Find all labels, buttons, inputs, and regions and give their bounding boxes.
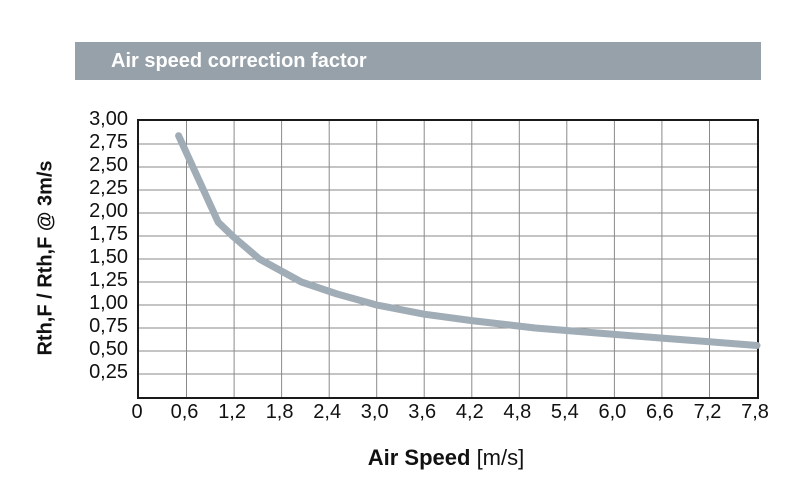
- y-tick-label: 0,50: [89, 337, 128, 360]
- x-axis-title-unit: [m/s]: [470, 445, 525, 470]
- x-tick-label: 5,4: [550, 401, 579, 423]
- x-tick-label: 4,2: [455, 401, 484, 423]
- y-axis-title: Rth,F / Rth,F @ 3m/s: [34, 160, 57, 356]
- x-tick-label: 6,0: [598, 401, 627, 423]
- x-tick-label: 6,6: [645, 401, 674, 423]
- x-tick-label: 1,8: [265, 401, 294, 423]
- y-tick-label: 2,75: [89, 130, 128, 153]
- x-tick-label: 0,6: [170, 401, 199, 423]
- x-tick-label: 2,4: [313, 401, 342, 423]
- y-tick-label: 1,00: [89, 291, 128, 314]
- x-tick-label: 3,6: [408, 401, 437, 423]
- x-tick-label: 4,8: [503, 401, 532, 423]
- x-tick-label: 3,0: [360, 401, 389, 423]
- y-tick-label: 0,75: [89, 314, 128, 337]
- section-header: Air speed correction factor: [75, 42, 761, 80]
- y-tick-label: 2,25: [89, 176, 128, 199]
- y-tick-label: 1,75: [89, 222, 128, 245]
- chart-canvas: [139, 121, 761, 397]
- x-axis-title-name: Air Speed: [367, 445, 471, 470]
- y-tick-label: 1,25: [89, 268, 128, 291]
- y-tick-label: 0,25: [89, 360, 128, 383]
- x-tick-label: 0: [131, 401, 143, 423]
- x-axis-title: Air Speed [m/s]: [137, 445, 755, 471]
- x-tick-label: 7,8: [741, 401, 769, 423]
- plot-area: [137, 119, 761, 399]
- x-tick-label: 1,2: [218, 401, 246, 423]
- y-tick-label: 2,00: [89, 199, 128, 222]
- correction-factor-curve: [175, 132, 761, 349]
- y-tick-label: 3,00: [89, 107, 128, 130]
- y-tick-label: 2,50: [89, 153, 128, 176]
- section-title: Air speed correction factor: [111, 50, 367, 72]
- x-tick-label: 7,2: [693, 401, 722, 423]
- y-tick-label: 1,50: [89, 245, 128, 268]
